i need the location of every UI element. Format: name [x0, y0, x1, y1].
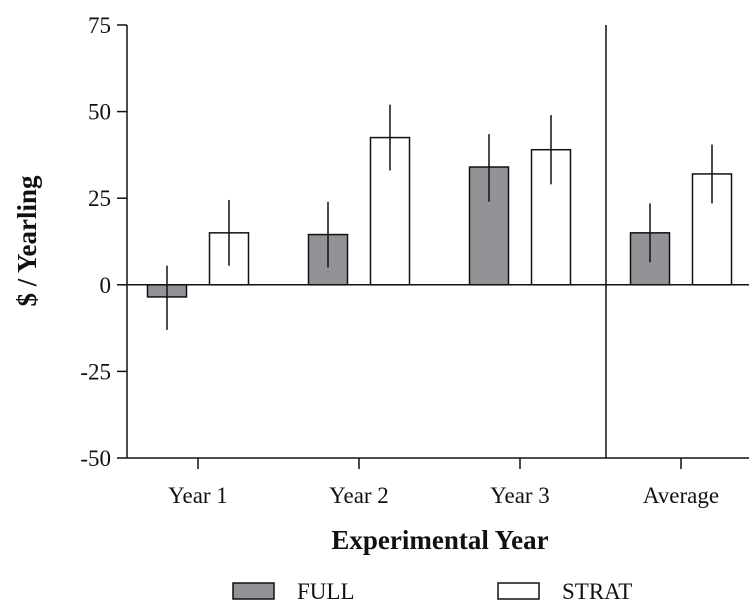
legend-swatch-full: [232, 582, 275, 600]
x-axis-title: Experimental Year: [331, 525, 548, 555]
legend-swatch-strat: [497, 582, 540, 600]
y-tick-label: 50: [88, 100, 111, 125]
y-tick-label: 0: [100, 273, 112, 298]
legend-label-full: FULL: [297, 579, 355, 603]
x-tick-label: Year 1: [168, 483, 228, 508]
axes: [126, 25, 749, 459]
x-axis-ticks: Year 1 Year 2 Year 3 Average: [168, 458, 719, 508]
y-axis-title: $ / Yearling: [12, 175, 42, 306]
bars: [146, 136, 733, 298]
y-tick-label: 75: [88, 13, 111, 38]
y-tick-label: -50: [80, 446, 111, 471]
x-tick-label: Year 2: [329, 483, 389, 508]
x-tick-label: Year 3: [490, 483, 550, 508]
legend: FULL STRAT: [232, 579, 632, 603]
y-axis-ticks: 75 50 25 0 -25 -50: [80, 13, 127, 471]
y-tick-label: 25: [88, 186, 111, 211]
x-tick-label: Average: [643, 483, 719, 508]
legend-label-strat: STRAT: [562, 579, 632, 603]
error-bars: [166, 104, 713, 330]
y-tick-label: -25: [80, 359, 111, 384]
